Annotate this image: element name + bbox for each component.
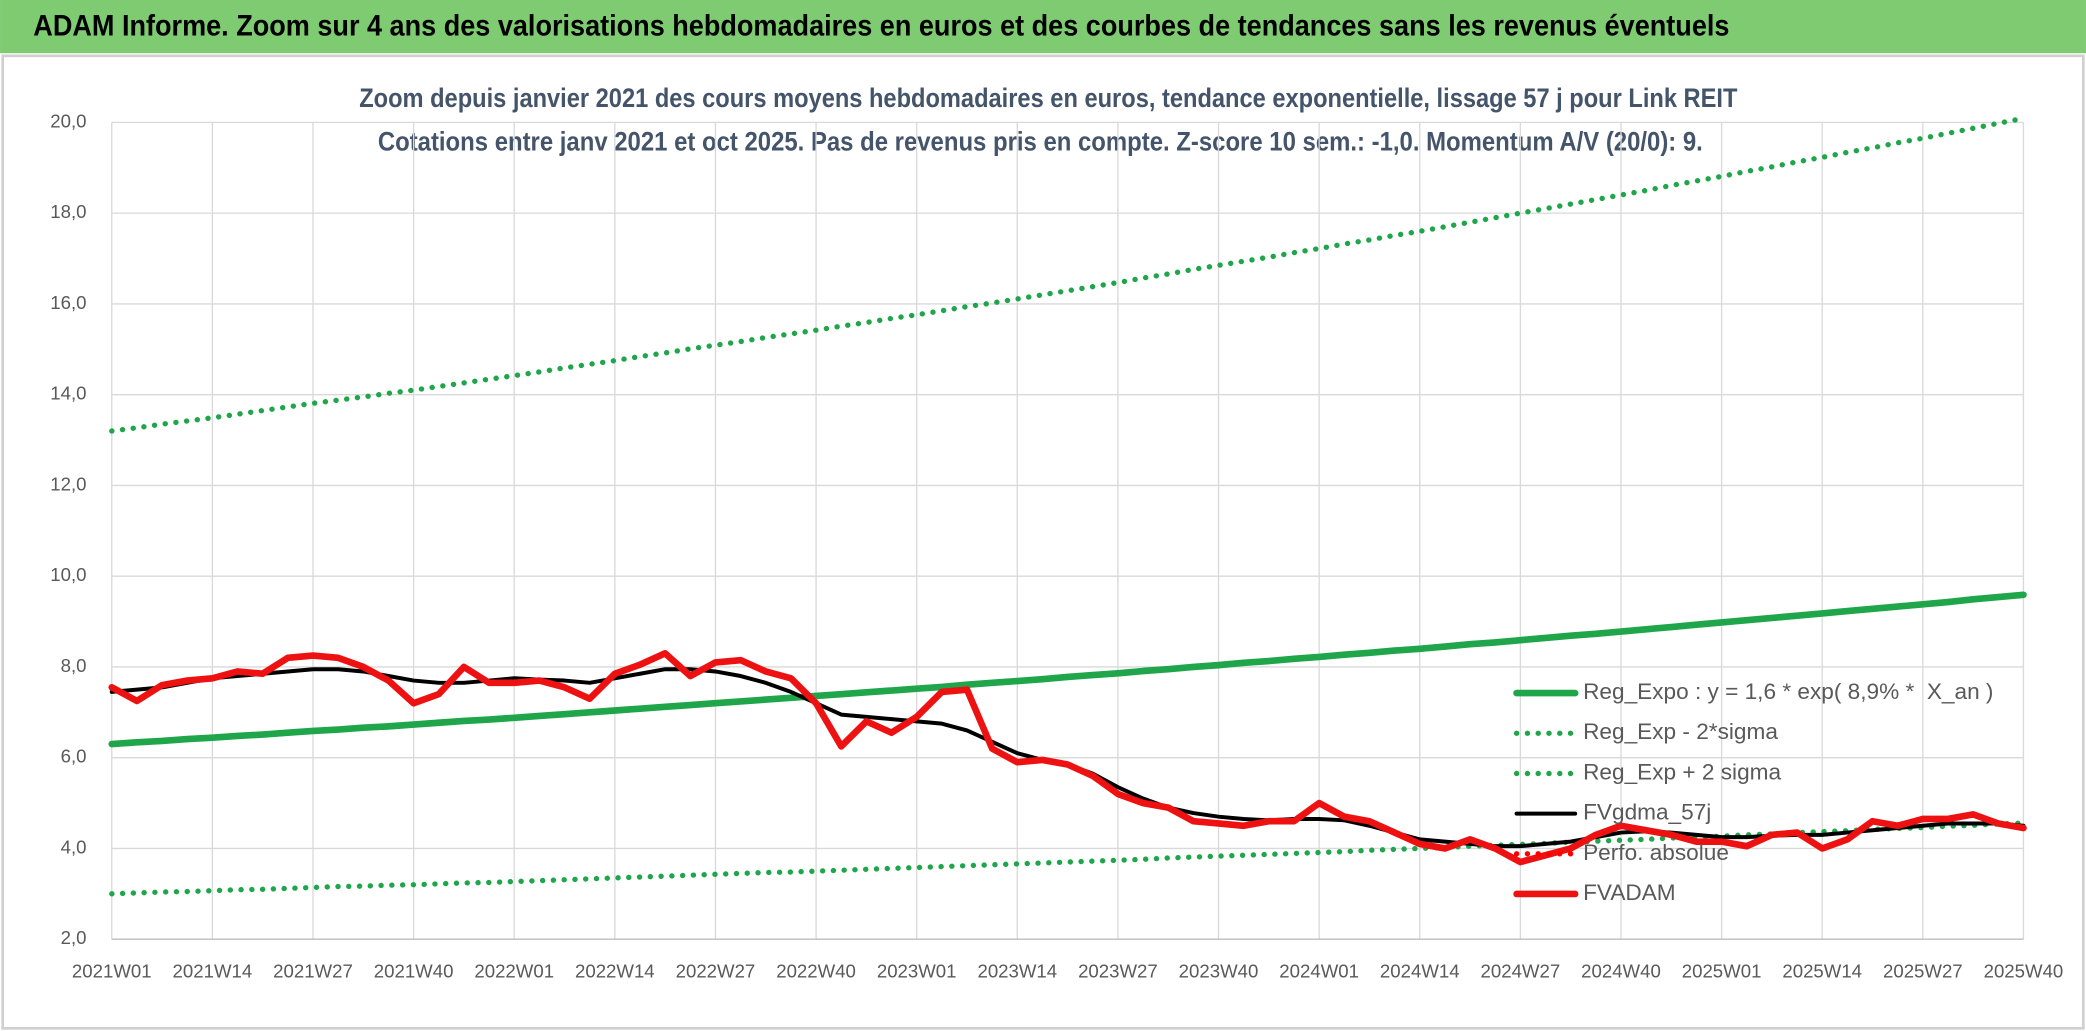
series-line (108, 591, 2027, 748)
x-tick-label: 2025W01 (1682, 960, 1762, 981)
x-tick-label: 2023W27 (1078, 960, 1158, 981)
y-tick-label: 16,0 (50, 292, 86, 313)
x-tick-label: 2023W14 (977, 960, 1057, 981)
y-tick-label: 12,0 (50, 473, 86, 494)
series-lines (108, 115, 2027, 897)
header-title: ADAM Informe. Zoom sur 4 ans des valoris… (33, 11, 1729, 43)
x-tick-label: 2021W27 (273, 960, 353, 981)
x-tick-label: 2022W01 (474, 960, 554, 981)
legend-label: Reg_Expo : y = 1,6 * exp( 8,9% * X_an ) (1583, 679, 1993, 704)
x-tick-label: 2022W40 (776, 960, 856, 981)
legend-label: FVADAM (1583, 880, 1676, 905)
x-tick-label: 2024W27 (1481, 960, 1561, 981)
grid: 2,0 4,0 6,0 8,0 10,0 12,0 14,0 16,0 18,0 20,0 2021… (50, 110, 2063, 981)
x-tick-label: 2024W14 (1380, 960, 1460, 981)
y-tick-label: 4,0 (61, 836, 87, 857)
x-tick-label: 2022W27 (676, 960, 756, 981)
legend-label: Reg_Exp - 2*sigma (1583, 719, 1778, 744)
x-tick-label: 2021W14 (173, 960, 253, 981)
y-tick-label: 2,0 (61, 927, 87, 948)
x-tick-label: 2025W14 (1782, 960, 1862, 981)
series-line (108, 649, 2027, 866)
x-tick-label: 2022W14 (575, 960, 655, 981)
y-tick-label: 20,0 (50, 110, 86, 131)
x-tick-label: 2024W01 (1279, 960, 1359, 981)
x-tick-label: 2021W01 (72, 960, 152, 981)
y-tick-label: 8,0 (61, 655, 87, 676)
y-tick-label: 10,0 (50, 564, 86, 585)
y-tick-label: 6,0 (61, 746, 87, 767)
series-line (109, 115, 2027, 434)
x-tick-label: 2024W40 (1581, 960, 1661, 981)
legend-label: Perfo. absolue (1583, 840, 1729, 865)
plot-frame (1, 54, 2085, 1030)
legend-label: FVgdma_57j (1583, 800, 1711, 825)
chart-title: Zoom depuis janvier 2021 des cours moyen… (359, 83, 1737, 113)
x-tick-label: 2025W40 (1984, 960, 2064, 981)
x-tick-label: 2021W40 (374, 960, 454, 981)
x-tick-label: 2023W01 (877, 960, 957, 981)
header-bar (0, 0, 2086, 54)
x-tick-label: 2023W40 (1179, 960, 1259, 981)
legend: Reg_Expo : y = 1,6 * exp( 8,9% * X_an ) R… (1513, 679, 1993, 905)
y-tick-label: 18,0 (50, 201, 86, 222)
y-tick-label: 14,0 (50, 383, 86, 404)
legend-label: Reg_Exp + 2 sigma (1583, 759, 1781, 784)
x-tick-label: 2025W27 (1883, 960, 1963, 981)
chart-subtitle: Cotations entre janv 2021 et oct 2025. P… (378, 127, 1703, 157)
